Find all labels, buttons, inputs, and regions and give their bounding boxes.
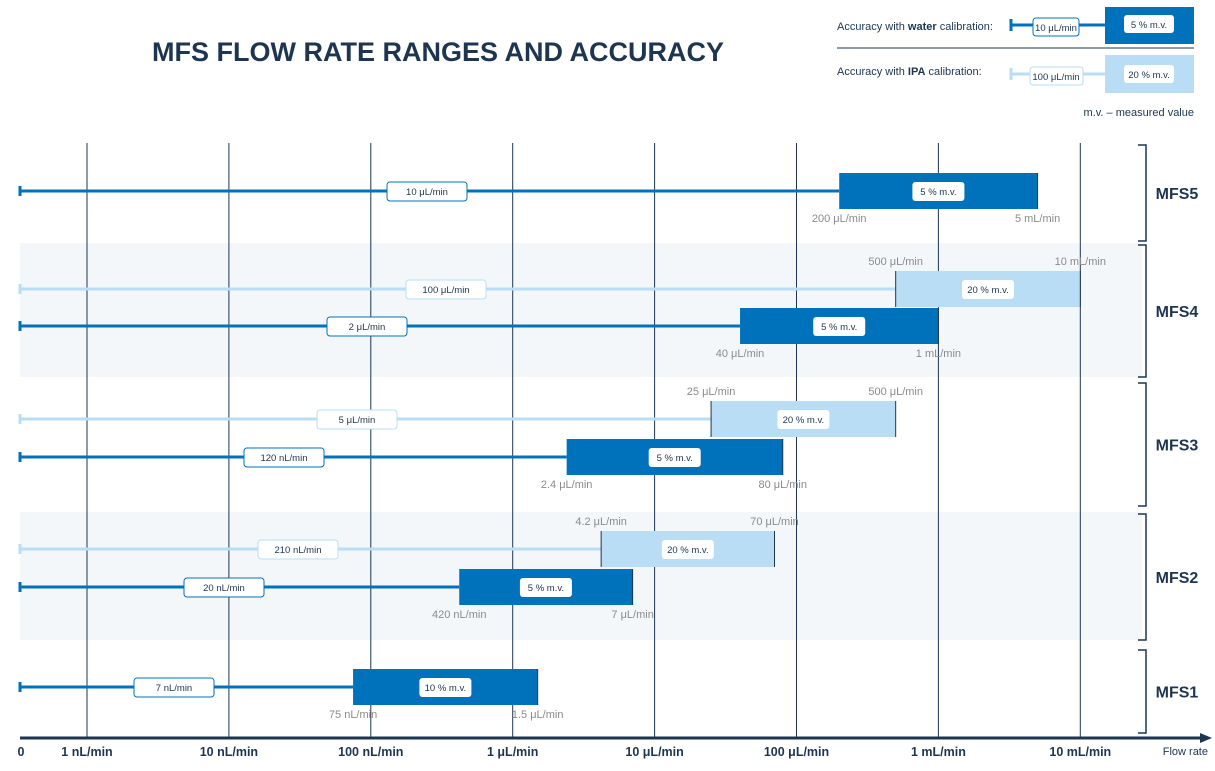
range-start-label: 200 μL/min <box>812 213 867 225</box>
legend-ipa-label: Accuracy with IPA calibration: <box>837 66 982 78</box>
sensor-bracket <box>1138 513 1147 641</box>
low-range-pill <box>133 677 215 698</box>
legend-ipa-low-label: 100 μL/min <box>1032 72 1079 83</box>
accuracy-label: 5 % m.v. <box>920 187 956 198</box>
x-axis-arrow-icon <box>1200 733 1212 743</box>
sensor-name: MFS3 <box>1156 438 1199 455</box>
low-range-pill <box>183 577 265 598</box>
x-tick-labels: 0 1 nL/min 10 nL/min 100 nL/min 1 μL/min 10 μ… <box>18 745 1112 759</box>
accuracy-pill <box>661 540 714 559</box>
sensor-bracket <box>1138 244 1147 378</box>
range-end-label: 80 μL/min <box>758 479 807 491</box>
x-tick-label: 10 μL/min <box>625 745 683 759</box>
legend-water-accuracy-pill <box>1124 15 1174 33</box>
accuracy-pill <box>961 280 1014 299</box>
sensor-name: MFS4 <box>1156 304 1199 321</box>
low-range-label: 2 μL/min <box>349 322 386 333</box>
accuracy-label: 20 % m.v. <box>783 415 825 426</box>
low-range-pill <box>326 316 408 337</box>
series-MFS5-water: 10 μL/min 5 % m.v. 200 μL/min 5 mL/min <box>18 173 1060 225</box>
low-range-pill <box>316 409 398 430</box>
accuracy-pill <box>813 317 866 336</box>
x-tick-label: 100 μL/min <box>764 745 829 759</box>
legend-note: m.v. – measured value <box>1084 107 1194 119</box>
range-start-label: 2.4 μL/min <box>541 479 593 491</box>
accuracy-label: 5 % m.v. <box>528 583 564 594</box>
x-tick-label: 10 mL/min <box>1049 745 1111 759</box>
sensor-name: MFS2 <box>1156 570 1199 587</box>
low-range-label: 7 nL/min <box>156 683 192 694</box>
range-end-label: 1.5 μL/min <box>512 709 564 721</box>
sensor-bracket <box>1138 649 1147 734</box>
range-end-label: 70 μL/min <box>750 516 799 528</box>
accuracy-pill <box>419 678 472 697</box>
legend-ipa-accuracy-pill <box>1124 65 1174 83</box>
low-range-pill <box>405 279 487 300</box>
low-range-label: 120 nL/min <box>260 453 307 464</box>
range-start-label: 420 nL/min <box>432 609 486 621</box>
accuracy-pill <box>912 182 965 201</box>
series-MFS3-water: 120 nL/min 5 % m.v. 2.4 μL/min 80 μL/min <box>18 439 807 491</box>
gridlines <box>86 143 1081 738</box>
range-end-label: 7 μL/min <box>611 609 653 621</box>
range-end-label: 1 mL/min <box>916 348 961 360</box>
accuracy-label: 10 % m.v. <box>425 683 467 694</box>
accuracy-label: 5 % m.v. <box>821 322 857 333</box>
range-end-label: 500 μL/min <box>868 386 923 398</box>
sensor-name: MFS1 <box>1156 685 1199 702</box>
low-range-pill <box>243 447 325 468</box>
x-axis-label: Flow rate <box>1163 746 1208 758</box>
legend-ipa-accuracy-label: 20 % m.v. <box>1128 70 1170 81</box>
accuracy-label: 5 % m.v. <box>657 453 693 464</box>
x-tick-label: 1 mL/min <box>911 745 966 759</box>
series-MFS4-water: 2 μL/min 5 % m.v. 40 μL/min 1 mL/min <box>18 308 961 360</box>
x-tick-label: 10 nL/min <box>200 745 258 759</box>
series-MFS1-water: 7 nL/min 10 % m.v. 75 nL/min 1.5 μL/min <box>18 669 564 721</box>
accuracy-label: 20 % m.v. <box>667 545 709 556</box>
accuracy-pill <box>519 578 572 597</box>
legend-water-low-pill <box>1032 17 1080 37</box>
low-range-label: 20 nL/min <box>203 583 245 594</box>
x-tick-label: 0 <box>18 745 25 759</box>
series-MFS2-water: 20 nL/min 5 % m.v. 420 nL/min 7 μL/min <box>18 569 654 621</box>
sensor-bracket <box>1138 144 1147 242</box>
accuracy-pill <box>777 410 830 429</box>
series-MFS2-IPA: 210 nL/min 20 % m.v. 4.2 μL/min 70 μL/min <box>18 516 799 567</box>
legend: Accuracy with water calibration: 10 μL/m… <box>837 7 1194 119</box>
range-start-label: 500 μL/min <box>868 256 923 268</box>
range-start-label: 75 nL/min <box>329 709 377 721</box>
legend-water-low-label: 10 μL/min <box>1035 23 1077 34</box>
range-end-label: 5 mL/min <box>1015 213 1060 225</box>
range-start-label: 4.2 μL/min <box>575 516 627 528</box>
row-band <box>20 243 1142 377</box>
legend-water-accuracy-label: 5 % m.v. <box>1131 20 1167 31</box>
x-tick-label: 100 nL/min <box>338 745 403 759</box>
legend-ipa-low-pill <box>1029 66 1084 86</box>
range-end-label: 10 mL/min <box>1055 256 1106 268</box>
low-range-pill <box>257 539 339 560</box>
legend-water-label: Accuracy with water calibration: <box>837 21 993 33</box>
low-range-label: 10 μL/min <box>406 187 448 198</box>
series-MFS3-IPA: 5 μL/min 20 % m.v. 25 μL/min 500 μL/min <box>18 386 923 437</box>
sensor-name: MFS5 <box>1156 186 1199 203</box>
x-tick-label: 1 μL/min <box>487 745 538 759</box>
low-range-pill <box>386 181 468 202</box>
low-range-label: 5 μL/min <box>339 415 376 426</box>
bars: 10 μL/min 5 % m.v. 200 μL/min 5 mL/min 100 μ… <box>18 173 1106 721</box>
range-start-label: 40 μL/min <box>716 348 765 360</box>
range-start-label: 25 μL/min <box>687 386 736 398</box>
sensor-brackets: MFS5 MFS4 MFS3 MFS2 MFS1 <box>1138 144 1199 734</box>
chart-title: MFS FLOW RATE RANGES AND ACCURACY <box>152 37 724 67</box>
low-range-label: 210 nL/min <box>274 545 321 556</box>
series-MFS4-IPA: 100 μL/min 20 % m.v. 500 μL/min 10 mL/min <box>18 256 1106 307</box>
accuracy-label: 20 % m.v. <box>967 285 1009 296</box>
accuracy-pill <box>648 448 701 467</box>
sensor-bracket <box>1138 382 1147 507</box>
x-tick-label: 1 nL/min <box>61 745 112 759</box>
low-range-label: 100 μL/min <box>422 285 469 296</box>
